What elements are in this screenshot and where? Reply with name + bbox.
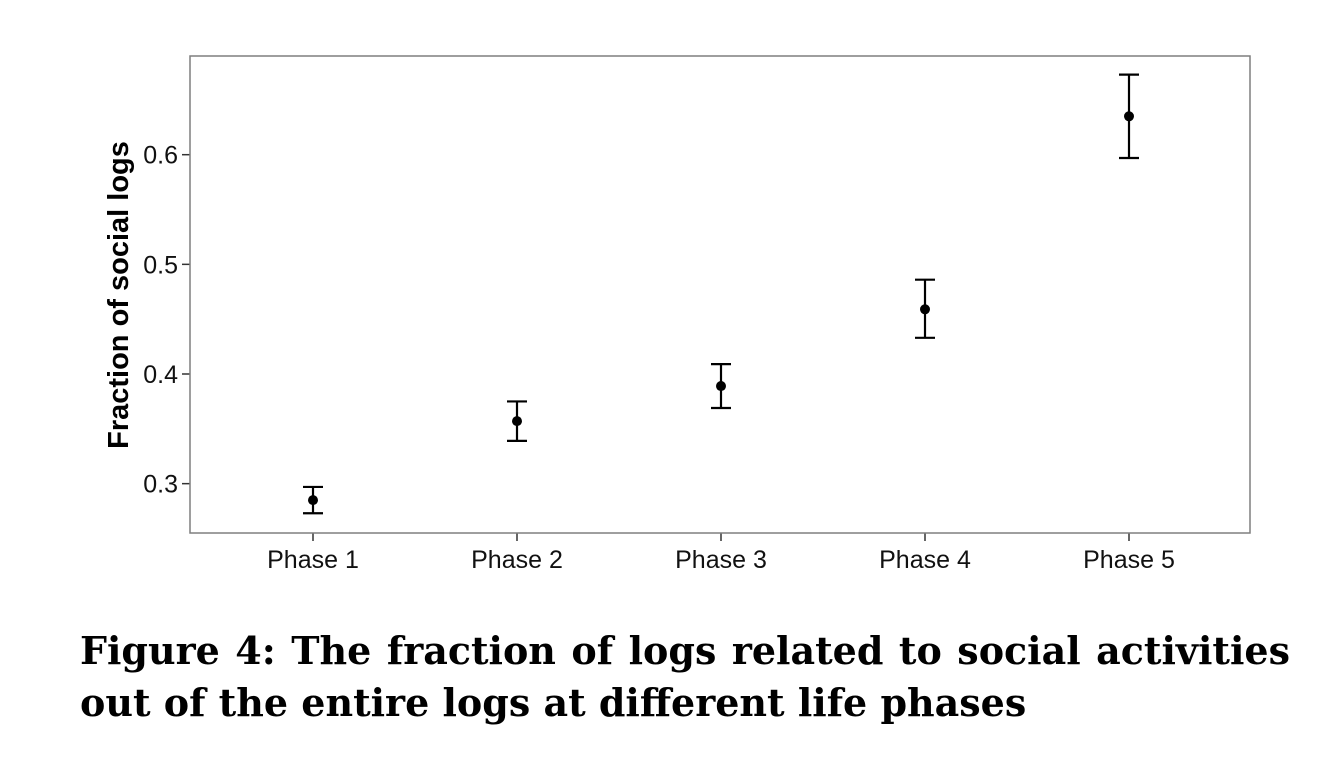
plot-panel — [189, 55, 1251, 534]
x-tick-label: Phase 5 — [1083, 546, 1175, 574]
error-bar-point — [711, 363, 731, 410]
y-axis: 0.3 0.4 0.5 0.6 — [143, 142, 190, 499]
data-point — [716, 381, 726, 392]
y-tick-label: 0.4 — [143, 361, 178, 389]
error-bar-point — [1119, 73, 1139, 160]
data-point — [308, 495, 318, 506]
data-point — [1124, 111, 1134, 122]
y-tick-label: 0.5 — [143, 251, 178, 279]
x-tick-label: Phase 3 — [675, 546, 767, 574]
y-tick-label: 0.6 — [143, 142, 178, 170]
error-bar-series — [303, 73, 1139, 515]
y-axis-title: Fraction of social logs — [103, 141, 135, 449]
error-bar-point — [915, 278, 935, 339]
chart: 0.30.40.50.6 Phase 1 Phase 2 Phase 3 Phase … — [103, 55, 1251, 574]
data-point — [920, 304, 930, 315]
error-bar-point — [303, 485, 323, 515]
figure-caption: Figure 4: The fraction of logs related t… — [80, 628, 1290, 725]
x-tick-label: Phase 1 — [267, 546, 359, 574]
data-point — [512, 416, 522, 427]
y-tick-label: 0.3 — [143, 471, 178, 499]
x-axis: Phase 1 Phase 2 Phase 3 Phase 4 Phase 5 — [267, 533, 1175, 574]
error-bar-point — [507, 400, 527, 442]
x-tick-label: Phase 2 — [471, 546, 563, 574]
x-tick-label: Phase 4 — [879, 546, 971, 574]
